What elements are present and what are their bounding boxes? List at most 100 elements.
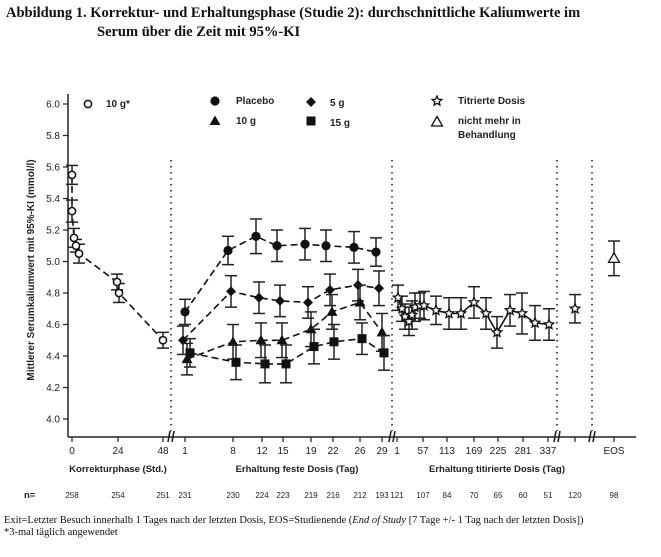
data-series	[66, 164, 621, 384]
filled-diamond-marker	[325, 284, 335, 295]
filled-square-marker	[357, 334, 367, 344]
n-value: 254	[111, 491, 125, 500]
filled-triangle-marker	[276, 334, 288, 345]
open-circle-marker	[158, 335, 168, 345]
legend-label-off-treatment: nicht mehr in	[458, 116, 521, 127]
y-tick-label: 4.6	[46, 320, 60, 331]
open-star-marker	[391, 291, 405, 304]
y-tick-label: 5.0	[46, 257, 60, 268]
filled-circle-marker	[223, 245, 233, 256]
open-star-marker	[515, 306, 529, 319]
x-phase-label: Erhaltung titirierte Dosis (Tag)	[429, 464, 565, 475]
open-star-marker	[442, 306, 456, 319]
filled-square-marker	[309, 342, 319, 352]
y-tick-label: 5.4	[46, 194, 60, 205]
x-tick-label: 12	[256, 446, 268, 457]
n-value: 219	[304, 491, 318, 500]
series-line	[189, 337, 385, 365]
open-star-marker	[430, 94, 444, 107]
n-value: 60	[519, 491, 528, 500]
open-circle-marker	[112, 277, 122, 287]
y-tick-label: 6.0	[46, 100, 60, 111]
x-tick-label: 169	[466, 446, 483, 457]
y-tick-label: 5.8	[46, 131, 60, 142]
open-circle-marker	[83, 99, 93, 109]
n-value: 216	[326, 491, 340, 500]
x-tick-label: 8	[230, 446, 236, 457]
open-star-marker	[542, 317, 556, 330]
open-circle-marker	[74, 249, 84, 258]
y-tick-label: 4.4	[46, 352, 60, 363]
chart: 6.0 5.8 5.6 5.4 5.2 5.0 4.8 4.6 4.4 4.2 4.0 0 24 48 Ko…	[24, 94, 636, 501]
series-10-g-	[66, 164, 169, 349]
open-circle-marker	[71, 241, 81, 251]
title-line-1: Abbildung 1. Korrektur- und Erhaltungsph…	[6, 5, 581, 21]
y-tick-label: 4.8	[46, 289, 60, 300]
x-tick-label: 15	[277, 446, 289, 457]
filled-diamond-marker	[303, 297, 313, 308]
footnote-italic: End of Study	[352, 515, 406, 526]
x-tick-label: 0	[69, 446, 75, 457]
filled-triangle-marker	[255, 334, 267, 345]
n-value: 231	[178, 491, 192, 500]
x-tick-label: 48	[157, 446, 169, 457]
filled-triangle-marker	[354, 296, 366, 307]
series-nicht-mehr-in-behandlung	[607, 240, 621, 277]
y-tick-label: 4.0	[46, 415, 60, 426]
n-value: 120	[568, 491, 582, 500]
filled-triangle-marker	[227, 336, 239, 346]
n-value: 121	[390, 491, 404, 500]
filled-diamond-marker	[306, 97, 316, 107]
x-phase-label: Erhaltung feste Dosis (Tag)	[236, 464, 359, 475]
n-value: 98	[610, 491, 619, 500]
legend-label-correction: 10 g*	[106, 99, 130, 110]
legend-label-15g: 15 g	[330, 118, 350, 129]
n-label: n=	[24, 490, 36, 501]
open-star-marker	[417, 298, 431, 311]
x-phase-label: Korrekturphase (Std.)	[69, 464, 167, 475]
figure-title: Abbildung 1. Korrektur- und Erhaltungsph…	[6, 4, 656, 42]
filled-triangle-marker	[376, 326, 388, 337]
open-star-marker	[479, 306, 493, 319]
open-circle-marker	[67, 206, 77, 216]
n-value: 212	[353, 491, 367, 500]
series-titrierte-dosis	[391, 284, 582, 349]
x-tick-label: 281	[515, 446, 532, 457]
n-value: 223	[276, 491, 290, 500]
filled-diamond-marker	[254, 292, 264, 303]
footnote-text-a: Exit=Letzter Besuch innerhalb 1 Tages na…	[4, 515, 353, 526]
legend: 10 g* Placebo 10 g 5 g 15 g Titrierte Dosis ni…	[83, 94, 525, 141]
series-line	[186, 301, 383, 360]
filled-circle-marker	[300, 239, 310, 249]
legend-label-titrated: Titrierte Dosis	[458, 96, 525, 107]
n-value: 107	[416, 491, 430, 500]
phase-dividers	[170, 160, 593, 431]
filled-circle-marker	[251, 231, 261, 241]
legend-label-10g: 10 g	[236, 116, 256, 127]
axes: 6.0 5.8 5.6 5.4 5.2 5.0 4.8 4.6 4.4 4.2 4.0 0 24 48 Ko…	[24, 94, 636, 501]
footnote: Exit=Letzter Besuch innerhalb 1 Tages na…	[4, 515, 659, 539]
open-triangle-marker	[430, 115, 444, 127]
filled-circle-marker	[210, 96, 220, 106]
filled-diamond-marker	[226, 286, 236, 297]
filled-circle-marker	[272, 241, 282, 251]
axis-break-icon	[167, 430, 175, 443]
series-line	[182, 284, 380, 341]
legend-label-5g: 5 g	[330, 98, 344, 109]
y-tick-label: 5.6	[46, 163, 60, 174]
x-tick-label: 225	[490, 446, 507, 457]
open-star-marker	[528, 316, 542, 329]
filled-square-marker	[231, 357, 241, 367]
filled-square-marker	[281, 359, 291, 369]
open-triangle-marker	[607, 251, 621, 263]
x-tick-label: 1	[182, 446, 188, 457]
filled-circle-marker	[371, 247, 381, 257]
filled-diamond-marker	[374, 283, 384, 294]
y-tick-label: 4.2	[46, 383, 60, 394]
n-value: 251	[156, 491, 170, 500]
filled-square-marker	[306, 116, 316, 126]
axis-break-icon	[553, 430, 561, 443]
filled-circle-marker	[349, 242, 359, 252]
filled-triangle-marker	[326, 306, 338, 316]
open-star-marker	[568, 302, 582, 315]
